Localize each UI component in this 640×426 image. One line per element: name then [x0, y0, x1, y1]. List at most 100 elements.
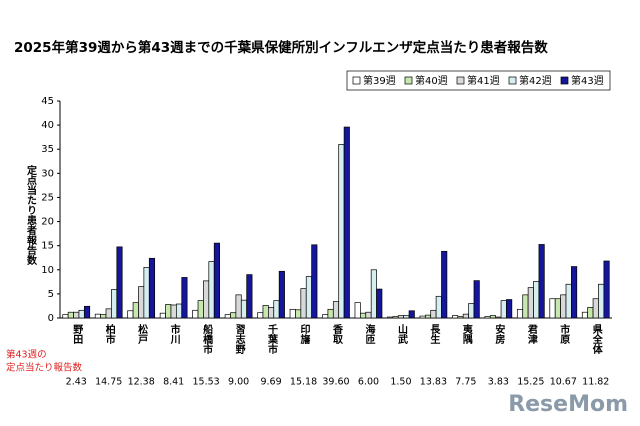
legend-swatch — [352, 76, 361, 85]
bar — [592, 298, 599, 319]
value-label: 10.67 — [550, 377, 577, 388]
y-tick-label: 35 — [41, 144, 54, 155]
bar — [94, 313, 101, 319]
value-label: 13.83 — [420, 377, 447, 388]
value-label: 1.50 — [390, 377, 411, 388]
bar — [240, 299, 248, 319]
bar — [565, 283, 572, 319]
y-axis-label: 定点当たり患者報告数 — [25, 164, 38, 266]
value-label: 3.83 — [488, 377, 509, 388]
bar — [473, 280, 480, 319]
bar — [571, 266, 578, 319]
bar — [430, 309, 437, 319]
bar — [175, 303, 183, 319]
bar — [581, 311, 589, 319]
bar — [143, 267, 150, 319]
bar — [224, 314, 231, 319]
bar — [408, 310, 415, 319]
bar — [533, 281, 540, 319]
value-label: 39.60 — [322, 377, 349, 388]
x-tick-label: 君津 — [525, 324, 537, 345]
x-tick-label: 長生 — [428, 324, 440, 344]
legend-swatch — [456, 76, 465, 85]
value-label: 7.75 — [455, 377, 476, 388]
bar — [522, 294, 529, 319]
bar — [170, 304, 177, 319]
bar — [83, 305, 91, 319]
y-tick-label: 30 — [41, 168, 54, 179]
bar — [441, 250, 448, 319]
y-tick-label: 20 — [41, 217, 54, 228]
bar — [100, 314, 107, 319]
bar — [181, 277, 188, 319]
bar — [598, 283, 605, 319]
x-tick-label: 夷隅 — [460, 323, 472, 345]
bar — [295, 309, 302, 319]
x-tick-label: 印旛 — [298, 324, 310, 345]
bar — [403, 315, 410, 319]
x-tick-label: 市川 — [168, 323, 181, 345]
bar — [208, 261, 215, 319]
x-tick-label: 香取 — [331, 323, 343, 345]
bar — [327, 308, 334, 319]
bar — [527, 287, 534, 319]
bar — [506, 299, 513, 319]
bar — [268, 307, 275, 319]
legend-label: 第40週 — [415, 74, 448, 87]
bar — [462, 313, 469, 319]
bar — [468, 303, 475, 319]
bar — [365, 311, 372, 319]
bar — [78, 309, 85, 319]
bar — [560, 294, 567, 319]
y-tick-label: 40 — [41, 120, 54, 131]
bar — [132, 302, 139, 319]
bar — [495, 316, 502, 319]
x-tick-label: 柏市 — [103, 323, 115, 345]
legend-swatch — [508, 76, 517, 85]
value-label: 15.18 — [290, 377, 317, 388]
chart-title: 2025年第39週から第43週までの千葉県保健所別インフルエンザ定点当たり患者報… — [14, 39, 548, 56]
bar — [338, 144, 345, 319]
bar — [127, 310, 134, 319]
bar — [354, 302, 361, 319]
bar — [197, 300, 204, 319]
bar — [203, 280, 210, 319]
bar — [246, 274, 253, 319]
y-tick-label: 0 — [48, 313, 54, 324]
bar — [62, 314, 69, 319]
bar — [67, 311, 74, 319]
legend-label: 第42週 — [519, 74, 552, 87]
legend-swatch — [560, 76, 569, 85]
bar — [376, 288, 383, 319]
bar — [343, 126, 350, 319]
value-label: 11.82 — [582, 377, 609, 388]
bar — [424, 314, 432, 319]
bar — [311, 244, 318, 319]
note: 定点当たり報告数 — [6, 362, 83, 374]
bar — [192, 309, 199, 319]
x-tick-label: 習志野 — [233, 324, 245, 355]
bar — [554, 298, 561, 319]
bar — [452, 315, 459, 319]
bar — [603, 260, 610, 319]
legend-label: 第43週 — [571, 74, 604, 87]
bar — [370, 269, 377, 319]
bar — [148, 257, 156, 319]
x-tick-label: 県全体 — [590, 323, 603, 355]
bar — [500, 300, 507, 319]
bar — [322, 314, 329, 319]
bar — [489, 315, 497, 319]
bar — [111, 289, 118, 319]
bar — [262, 305, 269, 319]
bar — [235, 294, 242, 319]
bar — [257, 312, 264, 319]
y-tick-label: 25 — [41, 192, 54, 203]
bar — [419, 315, 426, 319]
legend-label: 第41週 — [467, 74, 500, 87]
y-tick-label: 45 — [41, 96, 54, 107]
bar — [165, 304, 172, 319]
bar — [397, 315, 404, 319]
value-label: 8.41 — [163, 377, 184, 388]
value-label: 12.38 — [128, 377, 155, 388]
